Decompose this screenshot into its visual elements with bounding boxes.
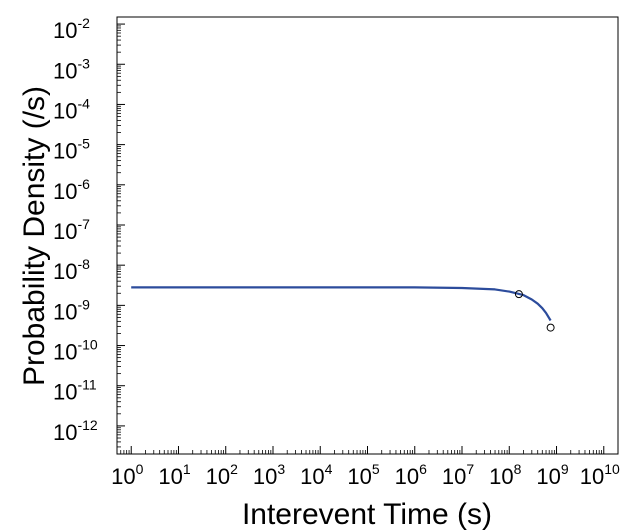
y-tick-exponent: -12 [77,417,97,433]
x-tick-label: 101 [158,461,190,489]
x-axis-title: Interevent Time (s) [242,498,492,531]
x-tick-exponent: 4 [325,461,333,477]
y-tick-label: 10-9 [53,296,90,324]
x-tick-label: 108 [489,461,521,489]
y-tick-base: 10 [53,380,77,405]
x-tick-base: 10 [158,464,182,489]
data-point [514,290,523,299]
y-tick-label: 10-2 [53,15,90,43]
axis-ticks [116,23,619,455]
y-tick-base: 10 [53,299,77,324]
y-tick-base: 10 [53,219,77,244]
x-tick-label: 103 [253,461,285,489]
y-tick-base: 10 [53,179,77,204]
plot-frame [116,16,619,455]
x-tick-label: 1010 [580,461,620,489]
x-tick-base: 10 [536,464,560,489]
x-tick-base: 10 [111,464,135,489]
y-tick-exponent: -5 [77,136,90,152]
x-tick-exponent: 6 [419,461,427,477]
y-tick-label: 10-3 [53,55,90,83]
x-tick-label: 109 [536,461,568,489]
y-tick-base: 10 [53,420,77,445]
x-tick-base: 10 [580,464,604,489]
y-tick-exponent: -3 [77,55,90,71]
y-tick-exponent: -7 [77,216,90,232]
y-tick-exponent: -8 [77,256,90,272]
y-tick-label: 10-4 [53,95,90,123]
x-tick-exponent: 1 [183,461,191,477]
data-point [546,323,555,332]
y-tick-exponent: -4 [77,95,90,111]
x-tick-base: 10 [347,464,371,489]
y-tick-exponent: -11 [77,377,96,393]
y-tick-label: 10-5 [53,136,90,164]
y-tick-base: 10 [53,58,77,83]
x-tick-exponent: 8 [514,461,522,477]
x-tick-base: 10 [395,464,419,489]
x-tick-exponent: 2 [230,461,238,477]
x-tick-labels: 100 101 102 103 104 105 106 107 108 109 1010 [111,461,620,489]
x-tick-exponent: 5 [372,461,380,477]
y-tick-exponent: -2 [77,15,90,31]
y-axis-title: Probability Density (/s) [18,86,51,386]
x-tick-base: 10 [442,464,466,489]
x-tick-base: 10 [253,464,277,489]
y-tick-base: 10 [53,259,77,284]
y-tick-labels: 10-210-310-410-510-610-710-810-910-1010-… [53,15,98,445]
data-line [131,286,552,322]
x-tick-exponent: 10 [604,461,620,477]
x-tick-label: 105 [347,461,379,489]
x-tick-base: 10 [489,464,513,489]
x-tick-exponent: 0 [136,461,144,477]
x-tick-base: 10 [206,464,230,489]
x-tick-label: 100 [111,461,143,489]
y-tick-label: 10-10 [53,337,98,365]
y-tick-label: 10-8 [53,256,90,284]
y-tick-base: 10 [53,98,77,123]
y-tick-base: 10 [53,340,77,365]
x-tick-label: 107 [442,461,474,489]
x-tick-label: 102 [206,461,238,489]
chart-marks [131,286,555,332]
y-tick-exponent: -6 [77,176,90,192]
y-tick-label: 10-11 [53,377,97,405]
y-tick-label: 10-6 [53,176,90,204]
y-tick-label: 10-12 [53,417,98,445]
y-tick-exponent: -10 [77,337,97,353]
x-tick-exponent: 9 [561,461,569,477]
y-tick-exponent: -9 [77,296,90,312]
x-tick-exponent: 3 [277,461,285,477]
x-tick-label: 106 [395,461,427,489]
y-tick-base: 10 [53,18,77,43]
x-tick-base: 10 [300,464,324,489]
x-tick-label: 104 [300,461,332,489]
x-tick-exponent: 7 [466,461,474,477]
y-tick-base: 10 [53,139,77,164]
y-tick-label: 10-7 [53,216,90,244]
